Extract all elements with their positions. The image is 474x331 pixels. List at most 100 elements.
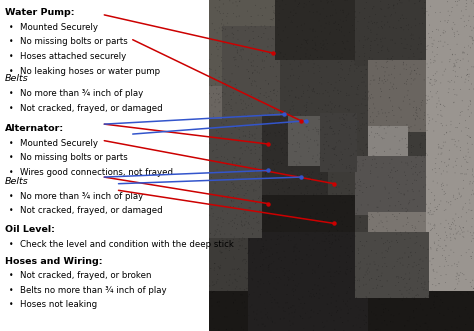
Point [374,66,381,71]
Point [356,177,363,182]
Point [319,55,326,60]
Point [218,224,226,229]
Point [402,16,410,21]
Point [298,257,306,262]
Point [427,77,435,82]
Point [218,251,225,256]
Point [431,58,439,64]
Point [406,125,413,131]
Point [440,168,447,173]
Point [309,156,317,162]
Point [465,18,473,23]
Point [285,233,292,238]
Point [361,72,369,77]
Point [295,206,303,211]
Point [467,291,474,296]
Point [234,192,242,197]
Point [463,210,470,215]
Point [246,213,253,219]
Point [379,326,387,331]
Point [419,6,426,11]
Point [418,133,426,138]
Point [230,300,237,305]
Point [433,78,440,83]
Point [298,94,306,99]
Point [418,175,426,180]
Point [268,237,275,242]
Point [350,203,358,209]
Point [262,323,269,328]
Point [469,37,474,43]
Point [452,159,459,164]
Point [403,122,410,127]
Point [305,174,313,179]
Point [459,225,467,230]
Point [429,178,437,184]
Point [301,113,309,118]
Point [292,261,300,267]
Point [414,204,421,209]
Point [255,236,262,241]
Point [418,103,426,108]
Point [359,163,367,168]
Point [235,204,243,210]
Point [323,119,331,124]
Point [410,309,417,314]
Point [261,58,268,64]
Point [255,98,263,104]
Point [351,17,358,22]
Point [356,147,364,152]
Point [373,251,380,256]
Point [330,21,338,26]
Point [274,160,282,165]
Point [278,63,285,68]
Point [219,250,226,255]
Point [456,65,464,70]
Point [218,80,226,85]
Point [393,151,401,156]
Point [366,106,374,111]
Point [402,326,410,331]
Point [226,0,234,3]
Point [253,83,260,89]
Point [359,161,367,166]
Point [232,115,239,120]
Point [222,102,230,107]
Point [458,164,465,169]
Point [299,28,306,33]
Point [398,0,406,6]
Point [213,227,221,232]
Point [307,178,314,183]
Point [340,123,348,128]
Point [255,113,262,118]
Point [330,163,338,168]
Point [305,69,312,74]
Point [227,189,234,194]
Point [302,311,310,316]
Point [314,34,321,39]
Point [407,133,414,138]
Point [361,54,368,59]
Point [337,56,344,61]
Point [328,146,336,151]
Point [422,313,430,318]
Point [368,276,375,281]
Point [469,41,474,46]
Point [313,184,321,189]
Point [343,232,351,237]
Point [279,150,286,155]
Point [468,192,474,197]
Point [407,250,415,255]
Point [303,100,311,105]
Point [356,214,364,220]
Point [213,217,221,222]
Point [261,221,269,226]
Point [432,119,440,124]
Point [401,285,409,290]
Point [414,114,421,119]
Text: No more than ¾ inch of play: No more than ¾ inch of play [20,192,143,201]
Point [413,322,420,327]
Point [398,275,405,280]
Point [219,220,227,225]
Point [468,256,474,261]
